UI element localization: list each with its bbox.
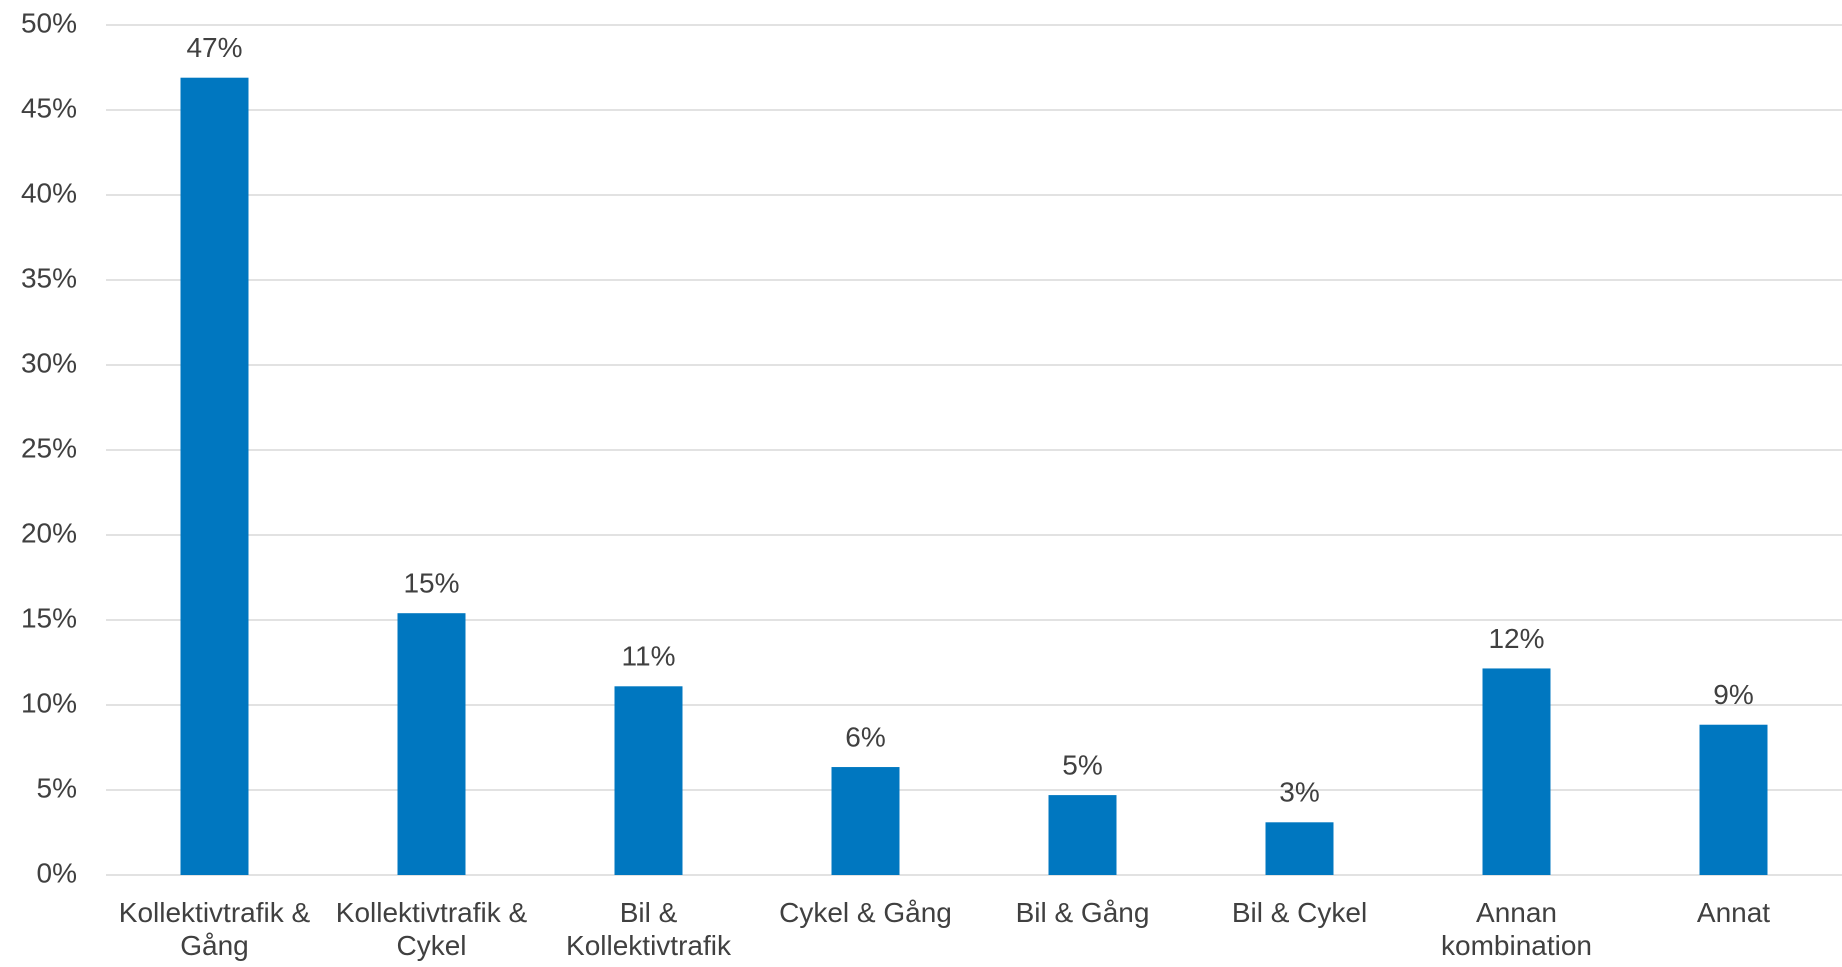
x-tick-label: Annan kombination [1441,897,1592,961]
bar [1699,724,1768,875]
x-tick-label: Bil & Kollektivtrafik [566,897,731,961]
y-tick-label: 30% [21,347,77,378]
data-label: 3% [1279,777,1319,808]
x-tick-label: Kollektivtrafik & Cykel [335,897,528,961]
y-tick-label: 15% [21,602,77,633]
y-tick-label: 10% [21,687,77,718]
bar [614,686,683,875]
x-tick-label: Bil & Gång [1015,897,1150,928]
bar [1048,795,1117,875]
bar [1265,822,1334,875]
y-tick-label: 40% [21,177,77,208]
bar [397,613,466,875]
bar [180,77,249,875]
y-tick-label: 50% [21,7,77,38]
data-label: 5% [1062,749,1102,780]
data-label: 47% [186,32,242,63]
data-label: 6% [845,721,885,752]
bar [831,767,900,875]
data-label: 12% [1488,623,1544,654]
x-tick-label: Bil & Cykel [1231,897,1368,928]
data-label: 9% [1713,679,1753,710]
data-label: 11% [622,641,676,672]
bar [1482,668,1551,875]
x-tick-label: Cykel & Gång [779,897,952,928]
y-tick-label: 0% [37,857,77,888]
y-tick-label: 20% [21,517,77,548]
y-tick-label: 5% [37,772,77,803]
x-tick-label: Annat [1696,897,1771,928]
x-tick-label: Kollektivtrafik & Gång [118,897,311,961]
data-label: 15% [403,568,459,599]
y-tick-label: 25% [21,432,77,463]
y-tick-label: 45% [21,92,77,123]
y-tick-label: 35% [21,262,77,293]
